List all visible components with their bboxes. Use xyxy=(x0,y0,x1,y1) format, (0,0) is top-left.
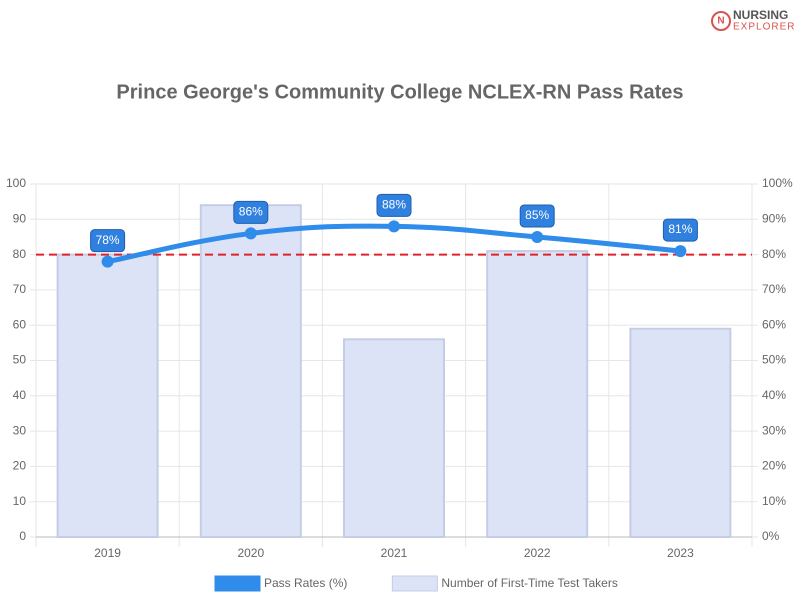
y-tick-label: 40 xyxy=(13,388,27,402)
y-tick-label: 60 xyxy=(13,317,27,331)
point xyxy=(101,255,114,268)
y2-tick-label: 80% xyxy=(762,247,786,261)
y2-tick-label: 40% xyxy=(762,388,786,402)
bar xyxy=(343,338,445,538)
logo: N NURSING EXPLORER xyxy=(711,8,795,33)
point xyxy=(531,230,544,243)
y2-tick-label: 10% xyxy=(762,494,786,508)
y-tick-label: 30 xyxy=(13,423,27,437)
value-label-box xyxy=(662,218,698,242)
x-tick-label: 2019 xyxy=(94,546,121,560)
y-tick-label: 10 xyxy=(13,494,27,508)
bar xyxy=(486,250,589,538)
y-tick-label: 90 xyxy=(13,211,27,225)
y2-tick-label: 0% xyxy=(762,529,780,543)
y-tick-label: 100 xyxy=(6,176,26,190)
y2-tick-label: 100% xyxy=(762,176,793,190)
bar xyxy=(199,204,302,538)
y-tick-label: 0 xyxy=(19,529,26,543)
y2-tick-label: 20% xyxy=(762,459,786,473)
legend-label: Number of First-Time Test Takers xyxy=(441,576,617,590)
value-label: 78% xyxy=(96,233,120,247)
logo-icon xyxy=(711,11,731,31)
y-tick-label: 80 xyxy=(13,247,27,261)
value-label-box xyxy=(519,204,555,228)
y2-tick-label: 70% xyxy=(762,282,786,296)
bar xyxy=(629,327,732,539)
y2-tick-label: 90% xyxy=(762,211,786,225)
y2-tick-label: 60% xyxy=(762,317,786,331)
y2-tick-label: 30% xyxy=(762,423,786,437)
value-label: 81% xyxy=(668,222,692,236)
legend-swatch xyxy=(214,575,261,592)
y2-tick-label: 50% xyxy=(762,353,786,367)
value-label: 88% xyxy=(382,198,406,212)
y-tick-label: 70 xyxy=(13,282,27,296)
point xyxy=(388,220,400,233)
legend-label: Pass Rates (%) xyxy=(264,576,347,590)
logo-mark: N xyxy=(717,16,724,27)
x-tick-label: 2020 xyxy=(237,546,264,560)
point xyxy=(674,245,687,258)
x-tick-label: 2022 xyxy=(524,546,551,560)
value-label: 85% xyxy=(525,208,549,222)
chart-title: Prince George's Community College NCLEX-… xyxy=(116,81,683,103)
value-label-box xyxy=(233,200,269,224)
y-tick-label: 50 xyxy=(13,353,27,367)
value-label-box xyxy=(376,193,412,217)
logo-line1: NURSING xyxy=(733,8,788,22)
legend-swatch xyxy=(391,575,438,592)
point xyxy=(244,227,257,240)
x-tick-label: 2023 xyxy=(667,546,694,560)
value-label: 86% xyxy=(239,205,263,219)
x-tick-label: 2021 xyxy=(381,546,408,560)
y-tick-label: 20 xyxy=(13,459,27,473)
logo-line2: EXPLORER xyxy=(733,22,795,33)
value-label-box xyxy=(90,229,126,253)
bar xyxy=(56,253,159,538)
